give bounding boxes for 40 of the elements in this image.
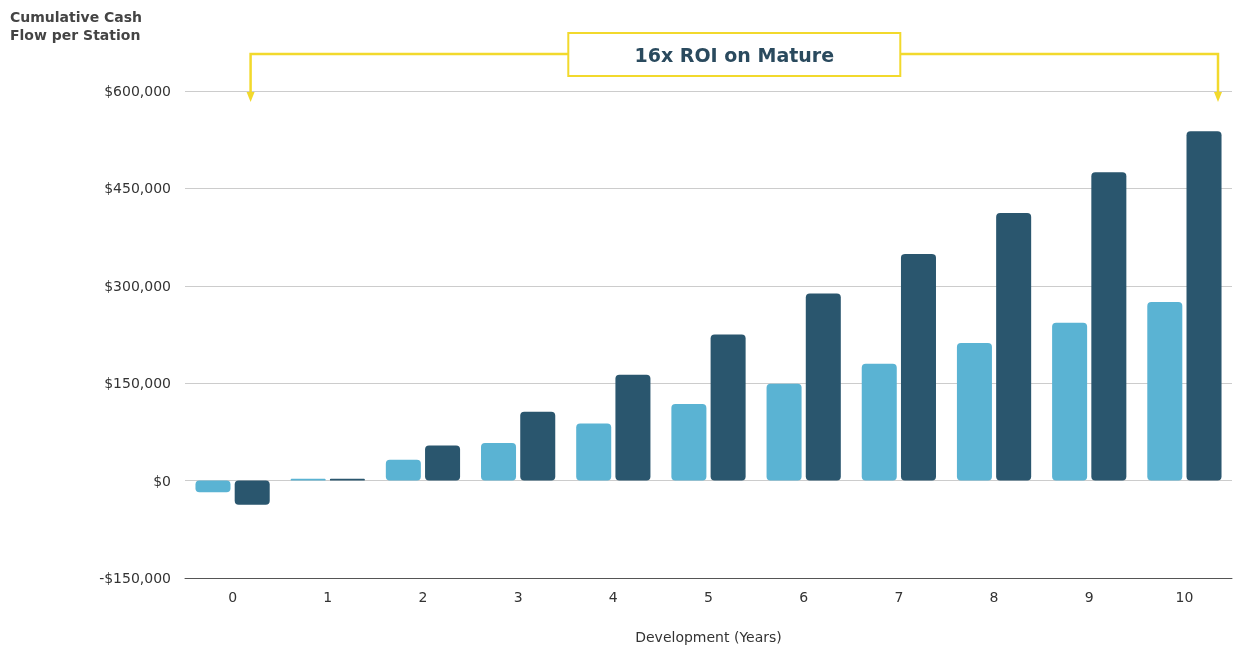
y-axis-title: Cumulative Cash Flow per Station — [10, 9, 143, 43]
x-axis-title: Development (Years) — [635, 629, 782, 645]
y-tick-label: $600,000 — [104, 83, 171, 99]
bar — [195, 480, 231, 493]
y-tick-label: $0 — [153, 472, 171, 489]
y-tick-label: -$150,000 — [99, 570, 171, 586]
bar — [615, 374, 651, 481]
x-tick-label: 5 — [704, 589, 713, 605]
x-tick-label: 7 — [894, 589, 904, 605]
x-tick-label: 8 — [989, 589, 999, 605]
y-tick-label: $150,000 — [104, 375, 171, 392]
x-tick-label: 6 — [799, 589, 809, 605]
bar — [576, 423, 612, 481]
x-tick-label: 2 — [418, 589, 428, 605]
bar — [710, 334, 746, 481]
bar — [900, 253, 936, 481]
bar — [766, 383, 802, 481]
bar — [385, 459, 421, 481]
y-tick-label: $450,000 — [104, 180, 171, 197]
bar — [1091, 172, 1127, 481]
x-tick-label: 0 — [228, 589, 238, 605]
x-tick-label: 1 — [323, 589, 333, 605]
x-tick-label: 3 — [513, 589, 523, 605]
bar — [520, 411, 556, 481]
bar — [1186, 131, 1222, 481]
bar — [234, 480, 270, 505]
bar — [1147, 302, 1183, 481]
x-tick-label: 4 — [608, 589, 618, 605]
bar — [1052, 322, 1088, 481]
bar — [996, 213, 1032, 481]
bar — [956, 342, 992, 481]
x-tick-label: 10 — [1175, 589, 1194, 605]
bar — [425, 445, 461, 481]
x-tick-label: 9 — [1084, 589, 1094, 605]
bar — [671, 403, 707, 481]
bar — [861, 363, 897, 481]
y-tick-label: $300,000 — [104, 277, 171, 294]
bar — [481, 442, 517, 481]
text: 16x ROI on Mature — [634, 44, 835, 66]
bar — [805, 293, 841, 481]
